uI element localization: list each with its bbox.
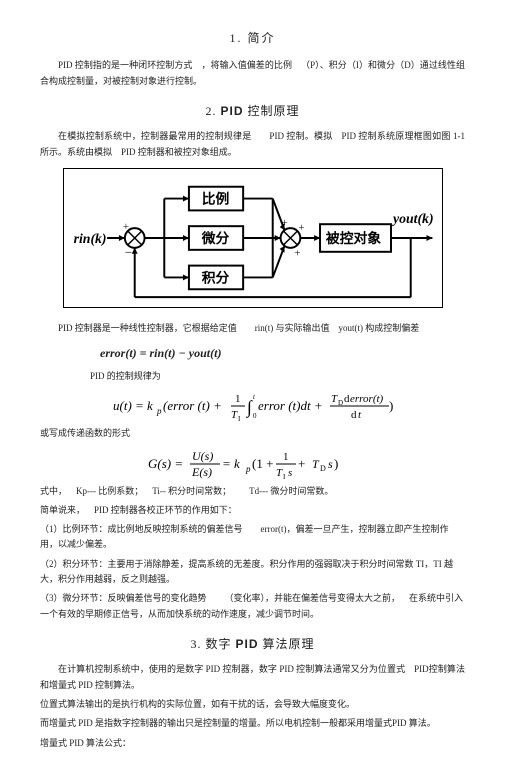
svg-text:t: t — [358, 409, 362, 421]
svg-text:+: + — [281, 217, 287, 229]
svg-text:p: p — [245, 464, 251, 474]
svg-text:E(s): E(s) — [191, 465, 212, 479]
svg-text:(1 +: (1 + — [252, 456, 273, 471]
svg-text:+: + — [294, 248, 300, 260]
s2-p4: 或写成传递函数的形式 — [40, 426, 465, 441]
s3-p2: 位置式算法输出的是执行机构的实际位置，如有干扰的话，会导致大幅度变化。 — [40, 697, 465, 712]
s2-p1: 在模拟控制系统中，控制器最常用的控制规律是 PID 控制。模拟 PID 控制系统… — [40, 129, 465, 160]
svg-text:D: D — [320, 464, 326, 473]
s2-p9: （3）微分环节：反映偏差信号的变化趋势 （变化率），并能在偏差信号变得太大之前，… — [40, 591, 465, 622]
svg-text:(error (t) +: (error (t) + — [163, 398, 222, 413]
s2-p5: 式中， Kp--- 比例系数； Ti-- 积分时间常数； Td--- 微分时间常… — [40, 484, 465, 499]
s2-b: PID — [220, 104, 243, 118]
label-yout: yout(k) — [390, 211, 433, 227]
section-2-title: 2. PID 控制原理 — [40, 101, 465, 121]
svg-text:I: I — [238, 415, 241, 422]
svg-text:u(t) = k: u(t) = k — [113, 398, 153, 413]
s3-num: 3. — [190, 637, 201, 651]
s3-p4: 增量式 PID 算法公式： — [40, 736, 465, 751]
s1-p1: PID 控制指的是一种闭环控制方式 ，将输入值偏差的比例 （P）、积分（I）和微… — [40, 58, 465, 89]
section-3-title: 3. 数字 PID 算法原理 — [40, 634, 465, 654]
s3-a: 数字 — [205, 637, 231, 651]
svg-text:s: s — [288, 467, 292, 479]
s2-t: 控制原理 — [248, 104, 300, 118]
svg-text:−: − — [124, 246, 131, 260]
label-int: 积分 — [201, 269, 229, 285]
svg-text:1: 1 — [283, 451, 289, 463]
svg-text:): ) — [334, 456, 338, 471]
svg-text:s: s — [328, 457, 333, 471]
section-1-title: 1. 简介 — [40, 28, 465, 48]
svg-text:T: T — [276, 467, 283, 479]
formula-gs: G(s) = U(s) E(s) = k p (1 + 1 TI s + TD … — [148, 446, 358, 480]
svg-text:+: + — [122, 221, 128, 233]
svg-text:T: T — [231, 409, 238, 421]
s3-b: PID — [235, 637, 258, 651]
svg-text:error (t)dt +: error (t)dt + — [258, 398, 323, 413]
svg-text:0: 0 — [253, 412, 257, 420]
label-prop: 比例 — [201, 190, 229, 206]
svg-text:+: + — [298, 222, 304, 234]
svg-text:+: + — [298, 456, 305, 471]
s2-p8: （2）积分环节：主要用于消除静差，提高系统的无差度。积分作用的强弱取决于积分时间… — [40, 557, 465, 588]
svg-text:p: p — [156, 406, 162, 416]
formula-ut: u(t) = k p (error (t) + 1 TI ∫0t error (… — [113, 388, 393, 422]
svg-text:G(s) =: G(s) = — [148, 456, 183, 471]
pid-block-diagram: rin(k) + − 比例 微分 积分 + + + 被控对象 — [63, 168, 443, 313]
label-deriv: 微分 — [200, 230, 229, 246]
svg-text:∫: ∫ — [246, 397, 253, 418]
svg-text:I: I — [283, 473, 286, 480]
s2-p7: （1）比例环节：成比例地反映控制系统的偏差信号 error(t)，偏差一旦产生，… — [40, 522, 465, 553]
svg-text:): ) — [389, 398, 393, 413]
svg-text:error(t): error(t) — [350, 393, 384, 405]
s3-c: 算法原理 — [263, 637, 315, 651]
svg-text:T: T — [331, 393, 338, 405]
s3-p3: 而增量式 PID 是指数字控制器的输出只是控制量的增量。所以电机控制一般都采用增… — [40, 716, 465, 731]
s2-p6: 简单说来， PID 控制器各校正环节的作用如下： — [40, 503, 465, 518]
svg-text:= k: = k — [222, 456, 240, 471]
s2-p3: PID 的控制规律为 — [40, 369, 465, 384]
label-rin: rin(k) — [73, 231, 106, 247]
svg-text:t: t — [253, 393, 256, 401]
svg-text:1: 1 — [235, 393, 241, 405]
s3-p1: 在计算机控制系统中，使用的是数字 PID 控制器，数字 PID 控制算法通常又分… — [40, 662, 465, 693]
s1-txt: 简介 — [247, 31, 275, 45]
svg-text:d: d — [351, 409, 357, 421]
label-plant: 被控对象 — [325, 230, 380, 246]
s2-p2: PID 控制器是一种线性控制器，它根据给定值 rin(t) 与实际输出值 you… — [40, 321, 465, 336]
svg-text:T: T — [312, 457, 320, 471]
formula-error: error(t) = rin(t) − yout(t) — [40, 343, 465, 363]
svg-text:U(s): U(s) — [192, 449, 213, 463]
s1-num: 1. — [229, 31, 242, 45]
s2-num: 2. — [205, 104, 216, 118]
